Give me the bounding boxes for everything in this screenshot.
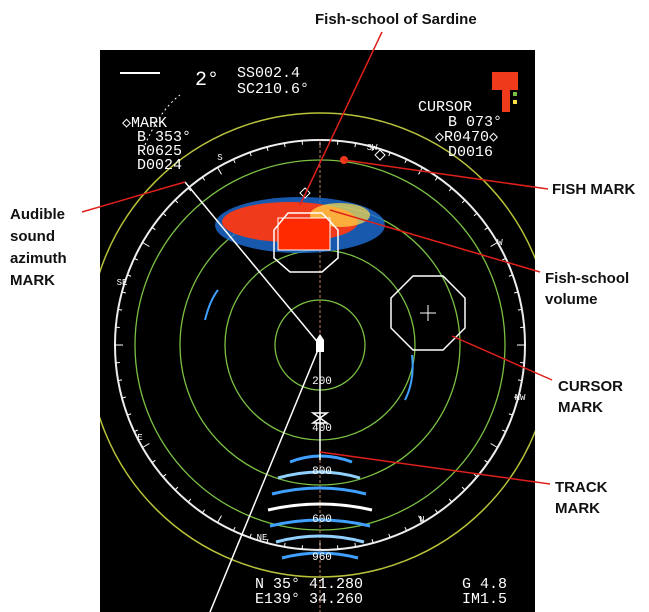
callout-label: FISH MARK (552, 181, 635, 198)
sonar-diagram: 2° SS002.4 SC210.6° ◇MARK B 353° R0625 D… (0, 0, 649, 612)
callout-label: MARK (558, 399, 603, 416)
bearing-tick (355, 543, 356, 547)
compass-label: SW (367, 143, 378, 153)
compass-label: NE (257, 533, 268, 543)
longitude: E139° 34.260 (255, 591, 363, 608)
tilt: 2° (195, 69, 219, 92)
bearing-tick (284, 543, 285, 547)
color-bar (513, 92, 517, 96)
color-bar (502, 90, 510, 112)
fish-school-volume (278, 218, 330, 250)
callout-label: Audible (10, 206, 65, 223)
ss-readout: SS002.4 (237, 65, 300, 82)
callout-label: volume (545, 291, 598, 308)
callout-label: Fish-school of Sardine (315, 11, 477, 28)
callout-label: MARK (10, 272, 55, 289)
range-label: 800 (312, 466, 332, 478)
color-bar (513, 100, 517, 104)
compass-label: E (137, 433, 142, 443)
range-label: 200 (312, 376, 332, 388)
bearing-tick (518, 309, 522, 310)
bearing-tick (355, 143, 356, 147)
callout-label: Fish-school (545, 270, 629, 287)
bearing-tick (118, 309, 122, 310)
interference: IM1.5 (462, 591, 507, 608)
range-label: 400 (312, 423, 332, 435)
sc-readout: SC210.6° (237, 81, 309, 98)
range-label: 960 (312, 552, 332, 564)
compass-label: S (217, 153, 222, 163)
compass-label: W (497, 238, 503, 248)
mark-readout: D0024 (137, 157, 182, 174)
callout-label: azimuth (10, 250, 67, 267)
bearing-tick (518, 380, 522, 381)
range-label: 600 (312, 514, 332, 526)
cursor-readout: D0016 (448, 144, 493, 161)
color-bar (492, 72, 518, 90)
compass-label: N (419, 515, 424, 525)
bearing-tick (118, 380, 122, 381)
compass-label: SE (117, 278, 128, 288)
callout-label: sound (10, 228, 55, 245)
compass-label: NW (515, 393, 526, 403)
callout-label: MARK (555, 500, 600, 517)
callout-label: CURSOR (558, 378, 623, 395)
bearing-tick (284, 143, 285, 147)
callout-label: TRACK (555, 479, 608, 496)
